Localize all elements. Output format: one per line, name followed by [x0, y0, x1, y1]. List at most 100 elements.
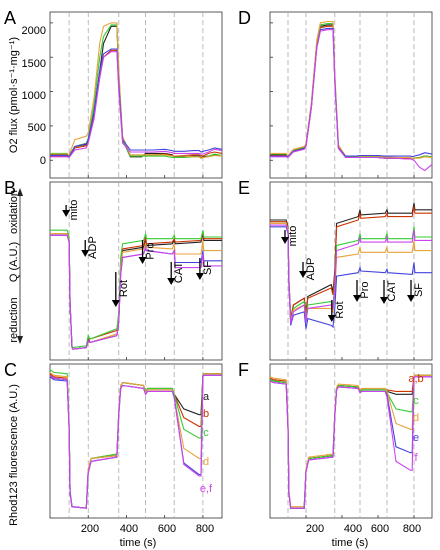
- o2-ytick-1000: 1000: [22, 90, 46, 102]
- series-line-d-1: [270, 25, 433, 160]
- panel-letter-a: A: [4, 8, 16, 28]
- xtick-800-left: 800: [196, 523, 214, 535]
- series-line-c-2: [49, 369, 222, 509]
- annotation-arrowhead-adp: [81, 250, 90, 257]
- ylabel-rhod123: Rhod123 fluorescence (A.U.): [8, 384, 20, 526]
- panel-letter-f: F: [238, 360, 249, 380]
- annotation-label-adp: ADP: [305, 258, 317, 281]
- series-end-label: d: [413, 412, 419, 424]
- series-line-f-4: [269, 376, 432, 509]
- annotation-arrowhead-adp: [299, 271, 307, 278]
- q-axis-arrow-down: [17, 336, 23, 344]
- panel-letter-e: E: [238, 178, 250, 198]
- ylabel-oxidation: oxidation: [8, 190, 20, 234]
- series-line-f-3: [269, 374, 432, 508]
- xtick-400-right: 400: [344, 523, 362, 535]
- series-line-a-4: [50, 48, 223, 158]
- annotation-label-pro: Pro: [359, 281, 371, 298]
- annotation-arrowhead-mito: [281, 237, 289, 244]
- panel-frame-c: [49, 363, 223, 519]
- xtick-800-right: 800: [403, 523, 421, 535]
- annotation-label-mito: mito: [287, 226, 299, 247]
- series-line-d-4: [270, 27, 433, 158]
- series-line-c-3: [49, 371, 222, 509]
- annotation-arrowhead-sf: [195, 273, 204, 280]
- series-line-a-5: [50, 51, 223, 159]
- series-line-e-5: [270, 224, 432, 324]
- series-line-a-0: [50, 25, 223, 159]
- xtick-600-right: 600: [371, 523, 389, 535]
- o2-ytick-500: 500: [28, 122, 46, 134]
- annotation-arrowhead-cat: [167, 278, 176, 285]
- annotation-label-sf: SF: [202, 261, 214, 275]
- xtick-200-left: 200: [81, 523, 99, 535]
- panel-c: abc d e,f: [49, 363, 223, 519]
- series-line-b-2: [50, 229, 222, 349]
- o2-ytick-2000: 2000: [22, 25, 46, 37]
- series-line-b-0: [50, 233, 222, 350]
- panel-letter-c: C: [4, 360, 17, 380]
- series-line-b-5: [50, 234, 222, 350]
- series-end-label: b: [203, 408, 209, 420]
- series-line-f-0: [269, 374, 432, 509]
- series-line-c-4: [49, 374, 222, 509]
- panel-frame-b: [49, 181, 223, 361]
- series-line-b-1: [50, 231, 222, 350]
- panel-frame-d: [269, 11, 433, 179]
- series-line-a-3: [50, 22, 223, 159]
- panel-frame-e: [269, 181, 433, 361]
- xtick-400-left: 400: [120, 523, 138, 535]
- series-end-label: f: [414, 452, 418, 464]
- ylabel-q: Q (A.U.): [8, 242, 20, 282]
- series-line-c-5: [49, 374, 222, 509]
- series-line-d-3: [270, 20, 433, 160]
- panel-d: [269, 11, 433, 179]
- panel-e: mito ADP Rot Pro CAT SF: [269, 181, 433, 361]
- o2-ytick-1500: 1500: [22, 58, 46, 70]
- series-end-label: e: [413, 432, 419, 444]
- series-line-e-0: [270, 202, 432, 319]
- annotation-label-rot: Rot: [334, 301, 346, 318]
- panel-letter-b: B: [4, 178, 16, 198]
- ylabel-o2-flux: O2 flux (pmol·s⁻¹·mg⁻¹): [8, 37, 20, 153]
- xtick-labels-right: 200 400 600 800: [306, 523, 421, 535]
- series-line-a-2: [50, 24, 223, 159]
- series-line-b-3: [50, 233, 222, 350]
- series-line-e-1: [270, 206, 432, 319]
- ylabel-reduction: reduction: [8, 297, 20, 342]
- panel-a: [49, 11, 223, 179]
- series-line-b-4: [50, 234, 222, 350]
- annotation-label-mito: mito: [68, 200, 80, 221]
- annotation-label-cat: CAT: [386, 280, 398, 301]
- annotation-arrowhead-pro: [353, 295, 361, 302]
- series-end-label: a,b: [408, 373, 423, 385]
- xtick-200-right: 200: [306, 523, 324, 535]
- panel-b: mito ADP Rot Pro CAT SF: [49, 181, 223, 361]
- xlabel-right: time (s): [332, 537, 369, 549]
- series-line-d-0: [270, 24, 433, 160]
- annotation-arrowhead-mito: [62, 210, 71, 217]
- annotation-arrowhead-sf: [407, 295, 415, 302]
- xtick-600-left: 600: [158, 523, 176, 535]
- panel-frame-a: [49, 11, 223, 179]
- series-end-label: a: [203, 391, 210, 403]
- panel-frame-f: [269, 363, 433, 519]
- series-line-f-2: [269, 374, 432, 509]
- annotation-arrowhead-rot: [111, 300, 120, 307]
- series-line-a-1: [50, 49, 223, 158]
- panel-letter-d: D: [238, 8, 251, 28]
- series-end-label: d: [203, 456, 209, 468]
- o2-ytick-labels: 0 500 1000 1500 2000: [22, 25, 46, 167]
- xtick-labels-left: 200 400 600 800: [81, 523, 214, 535]
- annotation-label-adp: ADP: [87, 236, 99, 259]
- series-end-label: c: [413, 395, 419, 407]
- series-end-label: c: [203, 427, 209, 439]
- series-line-c-0: [49, 373, 222, 509]
- series-line-f-5: [269, 376, 432, 509]
- o2-ytick-0: 0: [40, 155, 46, 167]
- annotation-arrowhead-rot: [327, 315, 336, 322]
- series-end-label: e,f: [200, 483, 213, 495]
